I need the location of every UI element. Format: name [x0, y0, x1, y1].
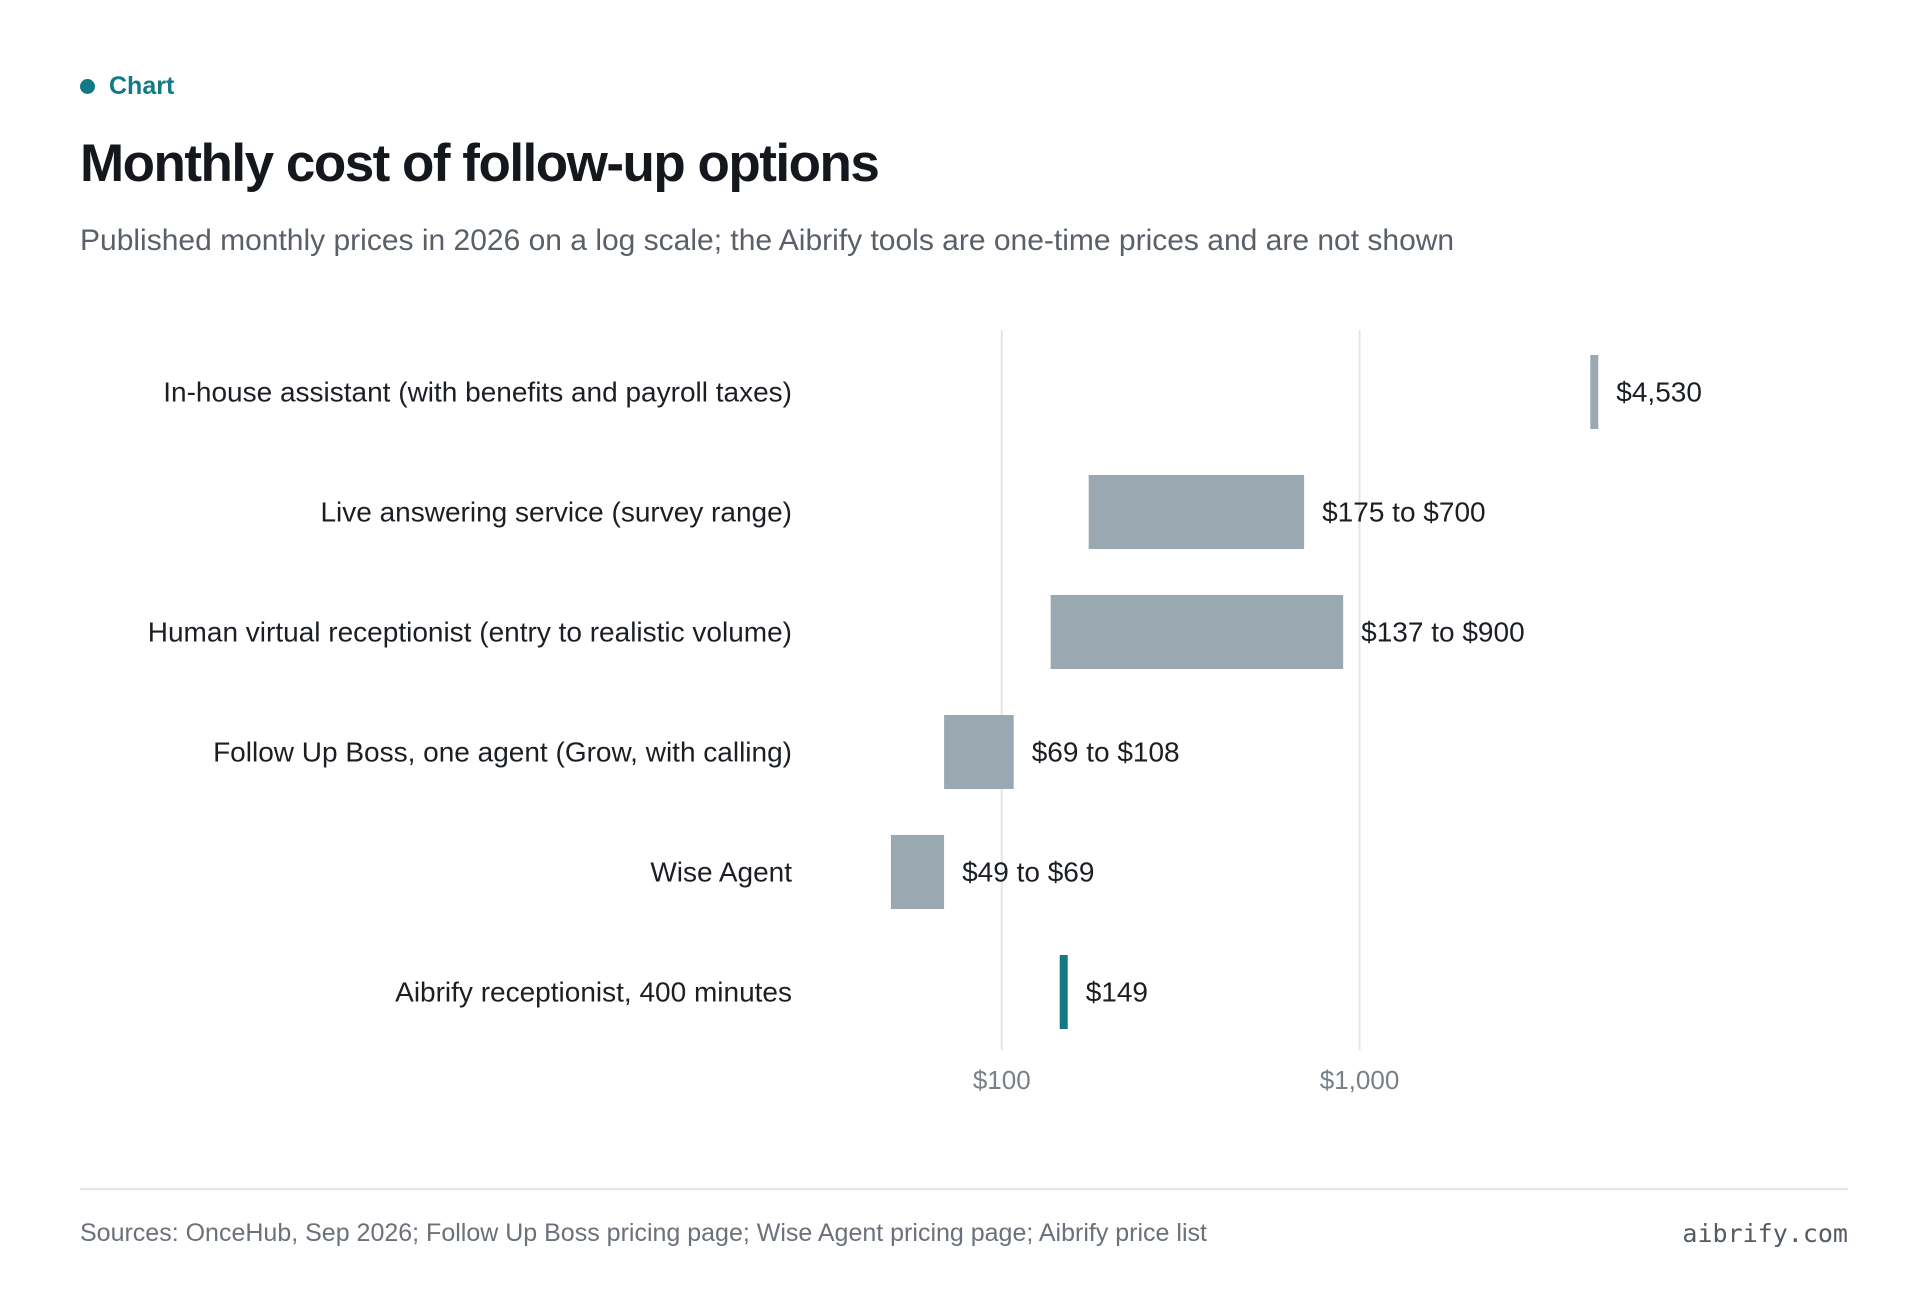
range-bar: [1088, 475, 1305, 549]
category-label: Live answering service (survey range): [320, 497, 792, 528]
value-label: $69 to $108: [1032, 737, 1180, 768]
brand-wordmark: aibrify.com: [1682, 1219, 1848, 1248]
value-label: $49 to $69: [962, 857, 1094, 888]
x-tick-label: $1,000: [1320, 1065, 1400, 1095]
value-label: $137 to $900: [1361, 617, 1525, 648]
chart-kicker: Chart: [80, 72, 174, 101]
category-label: Wise Agent: [650, 857, 792, 888]
value-label: $175 to $700: [1322, 497, 1486, 528]
source-note: Sources: OnceHub, Sep 2026; Follow Up Bo…: [80, 1219, 1207, 1247]
range-chart: $100 $1,000 In-house assistant (with benef…: [148, 330, 1702, 1095]
category-label: Follow Up Boss, one agent (Grow, with ca…: [213, 737, 792, 768]
chart-title: Monthly cost of follow-up options: [80, 134, 880, 193]
range-bar: [1059, 955, 1068, 1029]
footer-divider: [80, 1188, 1848, 1190]
range-bar: [890, 835, 945, 909]
kicker-dot-icon: [80, 79, 95, 94]
range-bar: [1050, 595, 1344, 669]
chart-subtitle: Published monthly prices in 2026 on a lo…: [80, 224, 1455, 257]
kicker-label: Chart: [109, 72, 175, 100]
category-label: Aibrify receptionist, 400 minutes: [395, 977, 792, 1008]
category-label: In-house assistant (with benefits and pa…: [163, 377, 792, 408]
range-bar: [944, 715, 1014, 789]
value-label: $4,530: [1616, 377, 1702, 408]
value-label: $149: [1086, 977, 1148, 1008]
category-label: Human virtual receptionist (entry to rea…: [148, 617, 792, 648]
range-bar: [1590, 355, 1599, 429]
x-tick-label: $100: [973, 1065, 1031, 1095]
